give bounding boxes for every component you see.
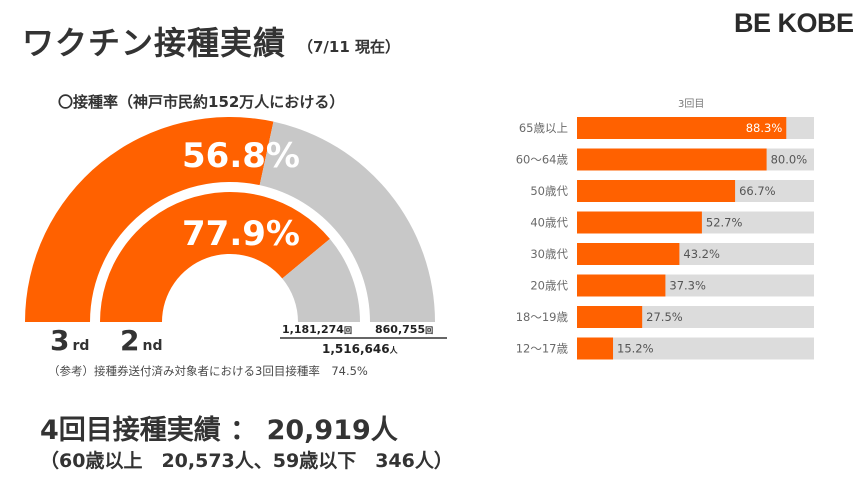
as-of-date: （7/11 現在） [298, 38, 401, 56]
gauge-ring-3rd-remainder [259, 121, 435, 322]
half-donut-gauge: 56.8% 77.9% 3 rd 2 nd 1,181,274回 860,755回 1,516,… [25, 116, 447, 357]
bar [577, 337, 614, 360]
gauge-3rd-percent-label: 56.8% [182, 136, 300, 176]
gauge-3rd-count: 860,755回 [375, 323, 433, 336]
bar [577, 211, 702, 234]
bar-category-label: 65歳以上 [519, 121, 568, 135]
bar-value-label: 15.2% [617, 342, 654, 356]
bar [577, 180, 736, 202]
bar-value-label: 88.3% [746, 121, 783, 135]
fourth-dose-summary: 4回目接種実績 ： 20,919人 [40, 415, 398, 446]
vaccination-rate-label: 〇接種率（神戸市民約152万人における） [58, 93, 345, 111]
bar-value-label: 43.2% [683, 247, 720, 261]
bar-value-label: 66.7% [739, 184, 776, 198]
bar [577, 274, 666, 297]
fourth-dose-detail: （60歳以上 20,573人、59歳以下 346人） [40, 450, 453, 472]
bar-category-label: 50歳代 [530, 184, 568, 198]
bar-track [577, 337, 814, 360]
bar-value-label: 52.7% [706, 216, 743, 230]
bar-chart-title: 3回目 [678, 99, 705, 110]
bar-value-label: 27.5% [646, 310, 683, 324]
gauge-ring-3rd-filled [25, 116, 274, 323]
page-title: ワクチン接種実績 [22, 24, 287, 62]
bar-category-label: 20歳代 [530, 279, 568, 293]
bar [577, 117, 787, 139]
gauge-ring-2nd-remainder [282, 238, 360, 322]
bar [577, 306, 643, 328]
gauge-ring-2nd-filled [100, 191, 330, 322]
bar-category-label: 40歳代 [530, 216, 568, 230]
bar-category-label: 30歳代 [530, 247, 568, 261]
bar-value-label: 80.0% [771, 153, 808, 167]
gauge-total-count: 1,516,646人 [322, 342, 399, 356]
brand-logo: BE KOBE [734, 8, 854, 38]
bar-category-label: 18～19歳 [516, 310, 569, 324]
gauge-2nd-count: 1,181,274回 [282, 323, 352, 336]
bar-category-label: 60～64歳 [516, 153, 569, 167]
bar-value-label: 37.3% [669, 279, 706, 293]
gauge-2nd-percent-label: 77.9% [182, 214, 300, 254]
reference-note: （参考）接種券送付済み対象者における3回目接種率 74.5% [48, 364, 368, 378]
bar [577, 243, 680, 265]
bar [577, 148, 767, 171]
bar-category-label: 12～17歳 [516, 342, 569, 356]
